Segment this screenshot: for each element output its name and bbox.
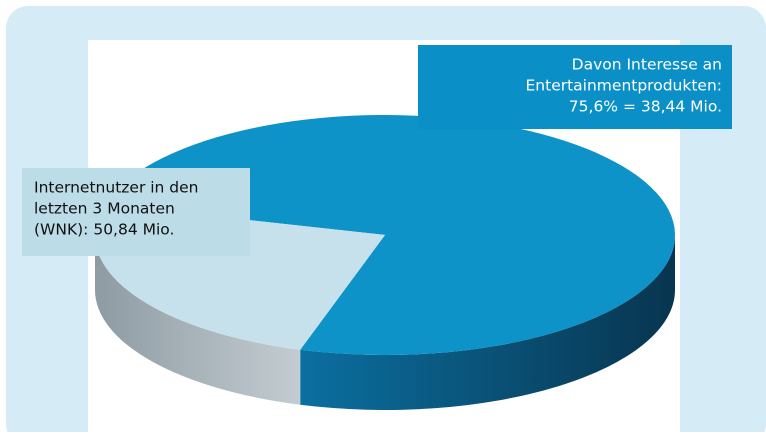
annotation-text: Entertainmentprodukten: (526, 77, 723, 95)
slice-side (300, 235, 675, 411)
annotation-text: Davon Interesse an (572, 56, 722, 74)
annotation-text: (WNK): 50,84 Mio. (34, 221, 174, 239)
annotation-box (418, 45, 732, 129)
annotation-text: letzten 3 Monaten (34, 200, 175, 218)
annotation-box (22, 168, 250, 256)
pie (94, 115, 676, 411)
annotation-text: Internetnutzer in den (34, 179, 199, 197)
annotation-text: 75,6% = 38,44 Mio. (569, 98, 722, 116)
slice-side (95, 235, 301, 405)
annotations: Davon Interesse an Entertainmentprodukten… (22, 45, 732, 256)
